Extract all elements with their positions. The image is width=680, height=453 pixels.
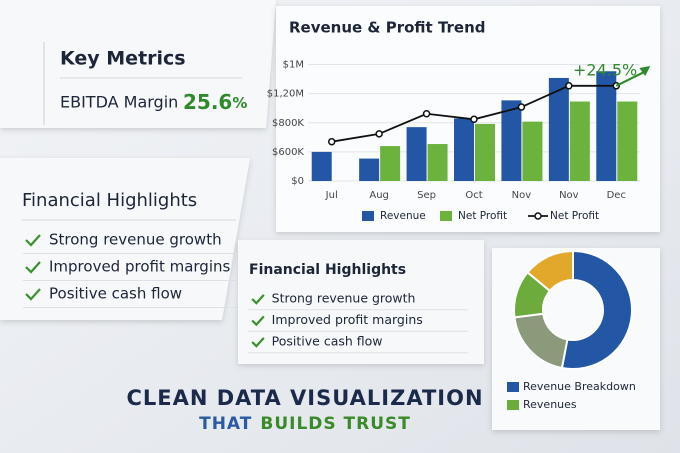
check-icon — [251, 337, 265, 348]
bar — [427, 144, 448, 181]
legend-swatch — [507, 400, 519, 410]
highlight-item: Strong revenue growth — [272, 291, 416, 306]
line-marker — [565, 82, 573, 90]
bar — [548, 77, 569, 181]
legend-swatch — [362, 211, 374, 221]
legend-swatch — [440, 211, 452, 221]
line-marker — [422, 110, 431, 118]
bar-chart: $0 $600K $800K $1,20M $1M Jul Aug Sep Oct Nov Nov D… — [267, 60, 651, 222]
bar — [501, 100, 522, 181]
metric-label: EBITDA Margin — [60, 93, 178, 112]
bar — [380, 146, 401, 181]
x-tick-label: Dec — [607, 190, 626, 201]
arrow-head — [639, 66, 651, 76]
x-tick-label: Sep — [417, 190, 436, 201]
chart-title: Revenue & Profit Trend — [289, 19, 486, 37]
bar — [522, 121, 543, 181]
highlights-title: Financial Highlights — [22, 190, 197, 211]
highlights-title: Financial Highlights — [249, 262, 406, 278]
trend-arrow — [615, 71, 645, 87]
bar — [311, 151, 332, 181]
highlight-item: Positive cash flow — [272, 334, 383, 349]
tagline-word: THAT — [199, 414, 252, 434]
key-metrics-title: Key Metrics — [60, 48, 186, 70]
bar — [596, 71, 617, 181]
bar — [454, 118, 474, 181]
x-tick-label: Aug — [369, 190, 389, 201]
tagline-word: BUILDS TRUST — [260, 414, 411, 434]
y-tick-label: $1M — [283, 60, 304, 71]
line-marker — [470, 115, 478, 124]
highlights-list: Strong revenue growth Improved profit mar… — [248, 291, 468, 354]
metric-value: 25.6% — [183, 90, 247, 114]
donut-segment — [526, 249, 574, 293]
tagline-line2: THAT BUILDS TRUST — [199, 414, 411, 434]
highlights-right-panel — [238, 240, 484, 364]
highlight-item: Improved profit margins — [272, 312, 423, 327]
line-marker — [327, 137, 336, 146]
tagline-line1: CLEAN DATA VISUALIZATION — [126, 386, 483, 410]
key-metrics-panel — [0, 0, 276, 128]
y-tick-label: $800K — [272, 118, 304, 129]
legend-label: Net Profit — [550, 210, 599, 222]
donut-segment — [560, 249, 633, 370]
y-tick-label: $600K — [272, 147, 304, 158]
line-marker — [517, 103, 526, 111]
legend-label: Revenues — [523, 398, 577, 411]
x-tick-label: Jul — [325, 190, 338, 201]
metric-unit: % — [232, 94, 247, 112]
check-icon — [25, 234, 41, 247]
legend-label: Revenue Breakdown — [523, 380, 636, 393]
check-icon — [251, 294, 265, 305]
legend-label: Revenue — [380, 210, 426, 222]
bar — [406, 127, 427, 181]
x-tick-label: Nov — [512, 190, 532, 201]
legend-swatch — [534, 212, 542, 220]
bar — [569, 101, 590, 181]
metric-number: 25.6 — [183, 90, 232, 114]
highlight-item: Improved profit margins — [49, 258, 231, 276]
line-marker — [375, 130, 383, 138]
bar — [359, 158, 380, 181]
highlight-item: Positive cash flow — [49, 285, 182, 303]
x-tick-label: Oct — [465, 190, 482, 201]
y-tick-label: $1,20M — [267, 89, 304, 100]
annotation: +24.5% — [573, 61, 637, 80]
y-tick-label: $0 — [291, 176, 304, 187]
bar — [475, 123, 495, 181]
legend-label: Net Profit — [458, 210, 507, 222]
x-tick-label: Nov — [559, 190, 579, 201]
check-icon — [25, 288, 41, 301]
bar — [617, 101, 638, 181]
highlights-list: Strong revenue growth Improved profit mar… — [23, 231, 236, 308]
highlight-item: Strong revenue growth — [49, 231, 222, 249]
check-icon — [25, 261, 41, 274]
donut-chart: Revenue Breakdown Revenues — [507, 249, 636, 411]
check-icon — [251, 315, 265, 327]
highlights-left-panel — [0, 158, 250, 320]
legend-swatch — [507, 382, 519, 392]
